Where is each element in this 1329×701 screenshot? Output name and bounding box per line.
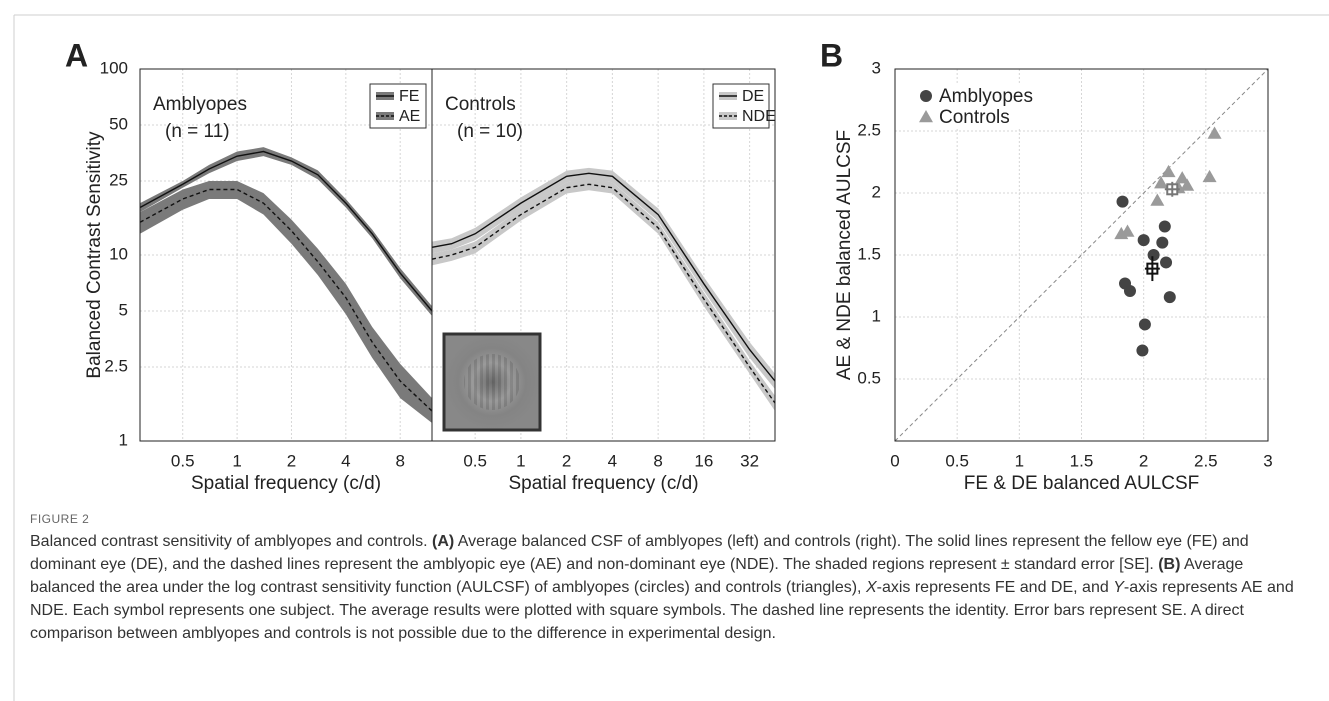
y-tick-label: 2.5 — [857, 120, 881, 139]
x-tick-label: 1 — [516, 451, 525, 470]
caption-run: -axis represents FE and DE, and — [877, 579, 1114, 596]
caption-run: (A) — [432, 533, 454, 550]
y-axis-label: AE & NDE balanced AULCSF — [834, 130, 855, 380]
y-tick-label: 1 — [872, 306, 881, 325]
caption-run: X — [866, 579, 877, 596]
y-tick-label: 1 — [119, 430, 128, 449]
legend-label: AE — [399, 108, 420, 125]
data-point — [1117, 196, 1129, 208]
x-axis-label: Spatial frequency (c/d) — [191, 473, 381, 494]
x-tick-label: 16 — [694, 451, 713, 470]
x-tick-label: 4 — [608, 451, 617, 470]
x-tick-label: 3 — [1263, 451, 1272, 470]
group-label: (n = 11) — [165, 121, 230, 142]
x-tick-label: 2.5 — [1194, 451, 1218, 470]
data-point — [1139, 318, 1151, 330]
x-tick-label: 0.5 — [463, 451, 487, 470]
x-tick-label: 0.5 — [171, 451, 195, 470]
x-tick-label: 1 — [1015, 451, 1024, 470]
x-tick-label: 1.5 — [1070, 451, 1094, 470]
x-tick-label: 0 — [890, 451, 899, 470]
y-tick-label: 2 — [872, 182, 881, 201]
y-tick-label: 10 — [109, 244, 128, 263]
data-point — [1208, 126, 1222, 138]
y-tick-label: 0.5 — [857, 368, 881, 387]
data-point — [1159, 220, 1171, 232]
data-point — [1160, 256, 1172, 268]
legend-label: Controls — [939, 107, 1010, 128]
data-point — [1148, 249, 1160, 261]
page: {"chart_data": [ {"type": "line", "panel… — [0, 0, 1329, 701]
legend-marker — [920, 90, 932, 102]
caption-run: Balanced contrast sensitivity of amblyop… — [30, 533, 432, 550]
x-axis-label: FE & DE balanced AULCSF — [964, 473, 1200, 494]
inset-stripes — [464, 354, 520, 410]
figure-label: FIGURE 2 — [30, 512, 89, 526]
y-tick-label: 100 — [100, 58, 128, 77]
data-point — [1162, 165, 1176, 177]
data-point — [1164, 291, 1176, 303]
y-tick-label: 3 — [872, 58, 881, 77]
y-tick-label: 2.5 — [104, 356, 128, 375]
x-tick-label: 4 — [341, 451, 350, 470]
x-axis-label: Spatial frequency (c/d) — [508, 473, 698, 494]
stimulus-inset — [444, 334, 540, 430]
x-tick-label: 8 — [653, 451, 662, 470]
x-tick-label: 2 — [287, 451, 296, 470]
x-tick-label: 0.5 — [945, 451, 969, 470]
legend-label: Amblyopes — [939, 86, 1033, 107]
x-tick-label: 32 — [740, 451, 759, 470]
panel-label: A — [65, 37, 88, 73]
legend-label: DE — [742, 88, 764, 105]
data-point — [1138, 234, 1150, 246]
x-tick-label: 2 — [1139, 451, 1148, 470]
data-point — [1203, 170, 1217, 182]
x-tick-label: 2 — [562, 451, 571, 470]
group-label: (n = 10) — [457, 121, 523, 142]
data-point — [1150, 193, 1164, 205]
data-point — [1156, 237, 1168, 249]
caption-run: (B) — [1158, 556, 1180, 573]
caption: Balanced contrast sensitivity of amblyop… — [30, 530, 1300, 645]
y-tick-label: 5 — [119, 300, 128, 319]
y-tick-label: 25 — [109, 170, 128, 189]
se-band — [140, 181, 432, 423]
legend-label: FE — [399, 88, 419, 105]
group-label: Amblyopes — [153, 94, 247, 115]
data-point — [1124, 285, 1136, 297]
y-tick-label: 50 — [109, 114, 128, 133]
data-point — [1154, 176, 1168, 188]
group-label: Controls — [445, 94, 516, 115]
x-tick-label: 8 — [395, 451, 404, 470]
y-axis-label: Balanced Contrast Sensitivity — [84, 131, 105, 379]
caption-run: Y — [1113, 579, 1124, 596]
data-point — [1136, 344, 1148, 356]
x-tick-label: 1 — [232, 451, 241, 470]
legend-label: NDE — [742, 108, 776, 125]
y-tick-label: 1.5 — [857, 244, 881, 263]
panel-label: B — [820, 37, 843, 73]
